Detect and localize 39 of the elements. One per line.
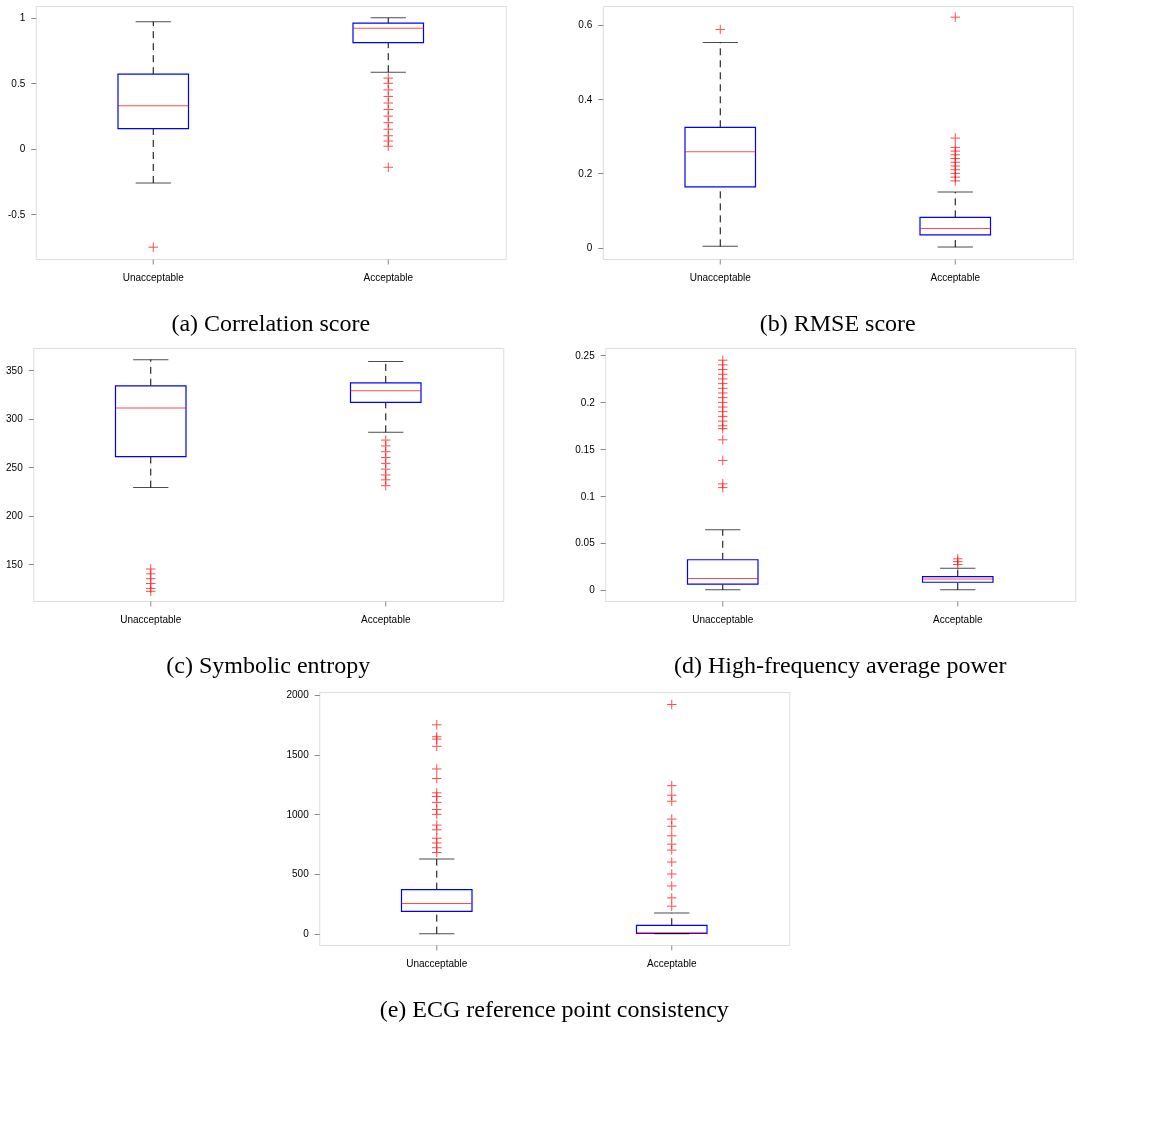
text: (e) ECG reference point consistency [379, 996, 729, 1022]
y-tick-label: 0.6 [578, 19, 593, 31]
y-tick-label: 500 [292, 868, 310, 880]
y-tick-label: 0 [303, 928, 310, 940]
text: (c) Symbolic entropy [166, 652, 371, 678]
x-tick-label: Unacceptable [122, 271, 185, 283]
y-tick-label: 300 [6, 413, 24, 425]
x-tick-label: Acceptable [361, 613, 411, 625]
y-tick-label: 200 [6, 510, 24, 522]
y-tick-label: 1 [19, 12, 26, 24]
y-tick-label: 0.1 [580, 490, 596, 502]
x-tick-label: Acceptable [930, 271, 981, 283]
x-tick-label: Unacceptable [406, 957, 468, 969]
x-tick-label: Unacceptable [120, 613, 182, 625]
y-tick-label: 150 [6, 558, 24, 570]
x-tick-label: Acceptable [647, 957, 697, 969]
y-tick-label: 0.15 [575, 443, 596, 455]
y-tick-label: 0.05 [575, 537, 596, 549]
y-tick-label: 350 [6, 364, 24, 376]
y-tick-label: 0 [19, 143, 26, 155]
y-tick-label: 0.5 [11, 77, 26, 89]
y-tick-label: 2000 [286, 689, 310, 701]
y-tick-label: 250 [6, 461, 24, 473]
y-tick-label: 0.2 [580, 396, 596, 408]
y-tick-label: 0 [589, 584, 596, 596]
x-tick-label: Unacceptable [692, 613, 754, 625]
y-tick-label: -0.5 [8, 208, 26, 220]
y-tick-label: 0.25 [575, 350, 596, 361]
x-tick-label: Acceptable [933, 613, 983, 625]
x-tick-label: Unacceptable [689, 271, 752, 283]
y-tick-label: 0.4 [578, 93, 593, 105]
y-tick-label: 0.2 [578, 167, 593, 179]
y-tick-label: 0 [586, 242, 593, 254]
text: (d) High-frequency average power [674, 652, 1007, 678]
y-tick-label: 1500 [286, 749, 310, 761]
x-tick-label: Acceptable [363, 271, 414, 283]
text: (a) Correlation score [171, 310, 371, 336]
y-tick-label: 1000 [286, 808, 310, 820]
text: (b) RMSE score [759, 310, 916, 336]
